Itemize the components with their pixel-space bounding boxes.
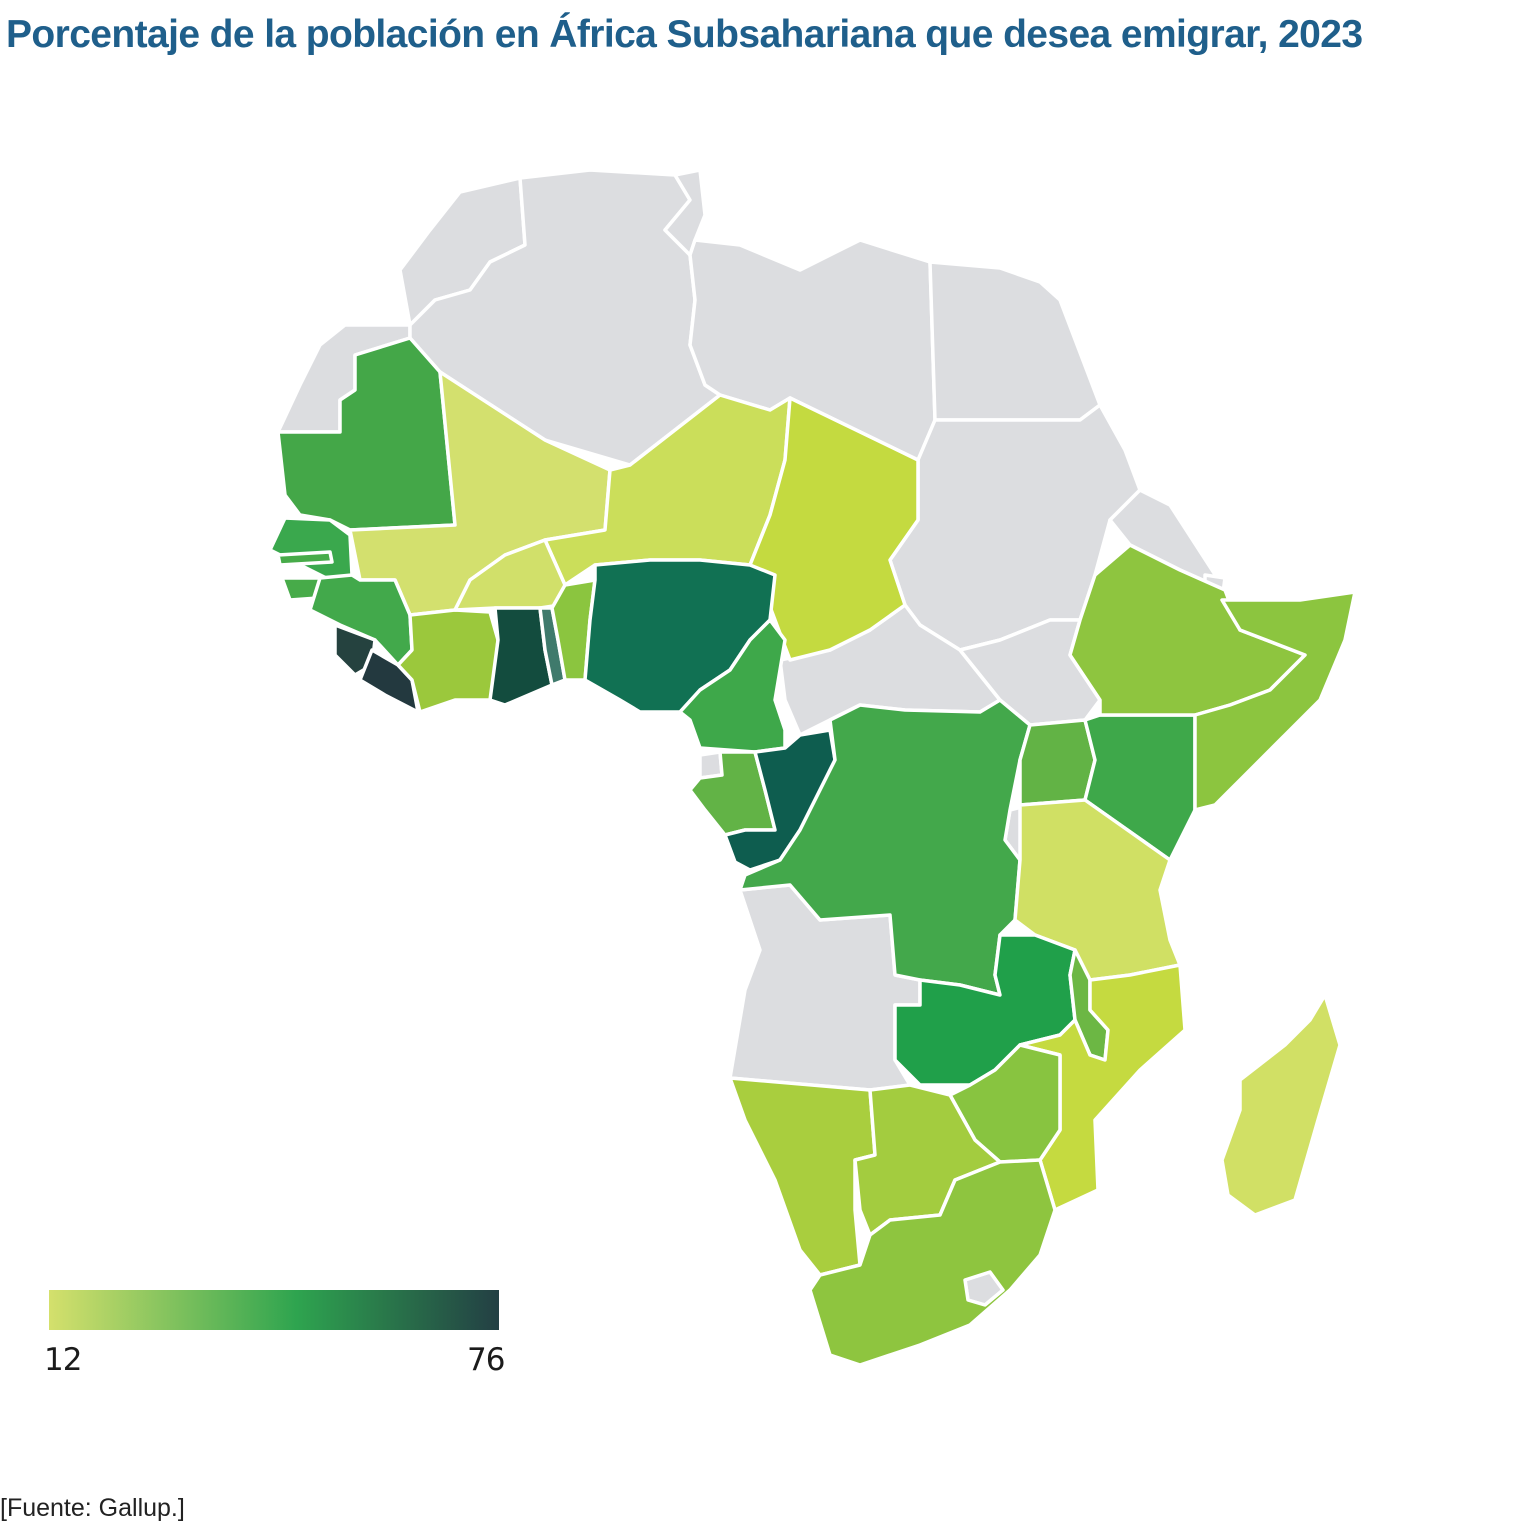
country-madagascar[interactable] [1220,993,1342,1217]
country-mauritania[interactable] [276,336,457,532]
source-note: [Fuente: Gallup.] [0,1494,185,1522]
country-cameroon[interactable] [678,618,787,754]
country-somalia[interactable] [1193,590,1357,812]
no-data-countries [276,168,1227,1307]
country-namibia[interactable] [728,1076,877,1277]
country-egypt [928,260,1102,422]
country-senegal[interactable] [268,516,354,582]
country-south-africa[interactable] [808,1158,1057,1367]
legend-max-label: 76 [467,1342,505,1378]
country-chad[interactable] [748,396,920,662]
legend-color-scale [49,1290,499,1330]
country-cote-d-ivoire[interactable] [396,608,500,714]
legend-min-label: 12 [44,1342,82,1378]
country-uganda[interactable] [1018,718,1097,807]
map-title: Porcentaje de la población en África Sub… [6,13,1363,56]
data-countries [268,336,1357,1367]
country-gambia[interactable] [276,550,334,567]
